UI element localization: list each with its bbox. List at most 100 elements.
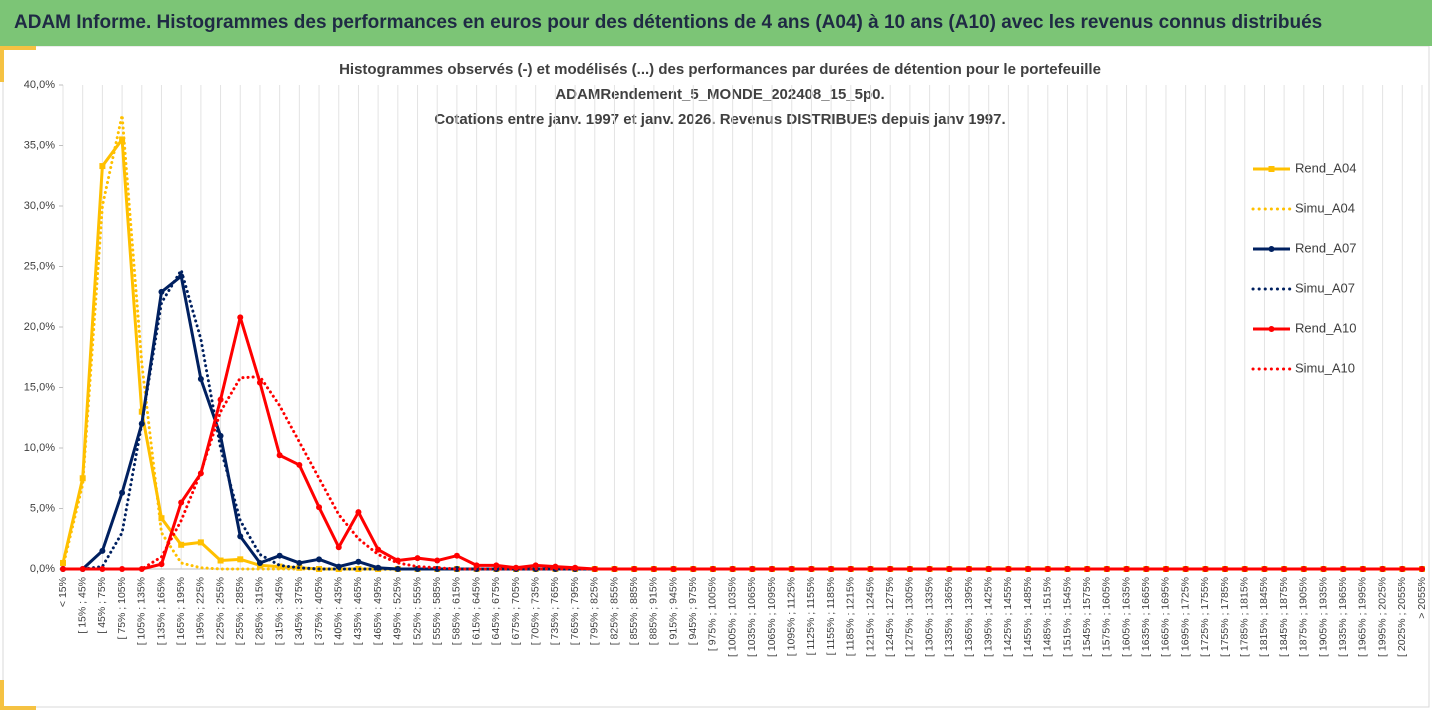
- x-tick-label: [ 255% ; 285%: [234, 577, 246, 645]
- x-tick-label: [ 375% ; 405%: [313, 577, 325, 645]
- point-marker: [296, 461, 303, 468]
- point-marker: [276, 552, 283, 559]
- x-tick-label: [ 435% ; 465%: [352, 577, 364, 645]
- x-tick-label: [ 2025% ; 2055%: [1396, 577, 1408, 657]
- point-marker: [1143, 566, 1150, 572]
- x-tick-label: [ 1185% ; 1215%: [845, 577, 857, 656]
- x-tick-label: [ 1395% ; 1425%: [982, 577, 994, 657]
- point-marker: [119, 136, 126, 143]
- point-marker: [1025, 566, 1032, 572]
- y-tick-label: 5,0%: [30, 502, 55, 514]
- x-tick-label: [ 225% ; 255%: [214, 577, 226, 645]
- point-marker: [99, 547, 106, 554]
- point-marker: [611, 566, 618, 572]
- y-tick-label: 25,0%: [24, 260, 55, 272]
- x-tick-label: [ 1635% ; 1665%: [1140, 577, 1152, 657]
- chart-title: ADAMRendement_5_MONDE_202408_15_5p0.: [555, 86, 884, 103]
- point-marker: [276, 563, 283, 570]
- point-marker: [119, 566, 126, 572]
- x-tick-label: [ 495% ; 525%: [392, 577, 404, 645]
- point-marker: [335, 544, 342, 551]
- point-marker: [1320, 566, 1327, 572]
- x-tick-label: [ 1515% ; 1545%: [1061, 577, 1073, 657]
- x-tick-label: [ 1875% ; 1905%: [1298, 577, 1310, 657]
- point-marker: [1182, 566, 1189, 572]
- y-tick-label: 30,0%: [24, 200, 55, 212]
- point-marker: [119, 489, 126, 496]
- series-line: [61, 375, 1424, 571]
- point-marker: [1300, 566, 1307, 572]
- x-tick-label: [ 195% ; 225%: [195, 577, 207, 645]
- x-tick-label: [ 1305% ; 1335%: [923, 577, 935, 657]
- x-tick-label: [ 1935% ; 1965%: [1337, 577, 1349, 657]
- x-tick-label: [ 915% ; 945%: [667, 577, 679, 645]
- corner-accent: [0, 680, 4, 710]
- point-marker: [99, 163, 106, 170]
- legend-label: Rend_A07: [1295, 240, 1356, 255]
- x-tick-label: [ 1725% ; 1755%: [1199, 577, 1211, 657]
- x-tick-label: [ 675% ; 705%: [510, 577, 522, 645]
- point-marker: [197, 376, 204, 383]
- corner-accent: [0, 46, 4, 82]
- x-tick-label: [ 1425% ; 1455%: [1002, 577, 1014, 657]
- x-tick-label: [ 1125% ; 1155%: [805, 577, 817, 655]
- point-marker: [473, 562, 480, 569]
- point-marker: [197, 539, 204, 546]
- x-tick-label: [ 705% ; 735%: [529, 577, 541, 645]
- point-marker: [158, 561, 165, 568]
- x-tick-label: [ 1575% ; 1605%: [1101, 577, 1113, 657]
- x-tick-label: [ 1485% ; 1515%: [1042, 577, 1054, 657]
- legend-marker: [1268, 326, 1275, 332]
- x-tick-label: [ 75% ; 105%: [116, 577, 128, 639]
- legend-marker: [1268, 166, 1275, 172]
- legend-marker: [1268, 246, 1275, 252]
- x-tick-label: [ 885% ; 915%: [648, 577, 660, 645]
- x-tick-label: [ 555% ; 585%: [431, 577, 443, 645]
- y-tick-label: 15,0%: [24, 381, 55, 393]
- point-marker: [316, 556, 323, 563]
- x-tick-label: [ 285% ; 315%: [254, 577, 266, 645]
- point-marker: [453, 552, 460, 559]
- x-tick-label: [ 1215% ; 1245%: [864, 577, 876, 657]
- point-marker: [237, 314, 244, 321]
- point-marker: [434, 557, 441, 564]
- point-marker: [237, 556, 244, 563]
- x-tick-label: [ 1005% ; 1035%: [726, 577, 738, 657]
- y-tick-label: 20,0%: [24, 321, 55, 333]
- point-marker: [316, 504, 323, 511]
- x-tick-label: [ 1065% ; 1095%: [766, 577, 778, 657]
- x-tick-label: [ 1905% ; 1935%: [1317, 577, 1329, 657]
- y-tick-label: 35,0%: [24, 139, 55, 151]
- x-tick-label: [ 1275% ; 1305%: [904, 577, 916, 657]
- legend-label: Simu_A04: [1295, 200, 1355, 215]
- x-tick-label: [ 525% ; 555%: [411, 577, 423, 645]
- point-marker: [296, 559, 303, 566]
- point-marker: [60, 559, 66, 566]
- legend-label: Simu_A07: [1295, 280, 1355, 295]
- x-tick-label: [ 1695% ; 1725%: [1179, 577, 1191, 657]
- point-marker: [414, 555, 421, 562]
- point-marker: [217, 432, 224, 439]
- point-marker: [493, 562, 500, 569]
- legend-label: Rend_A10: [1295, 320, 1356, 335]
- x-tick-label: [ 1095% ; 1125%: [786, 577, 798, 656]
- point-marker: [709, 566, 716, 572]
- point-marker: [217, 396, 224, 403]
- x-tick-label: [ 1815% ; 1845%: [1258, 577, 1270, 657]
- x-tick-label: [ 825% ; 855%: [608, 577, 620, 645]
- x-tick-label: [ 945% ; 975%: [687, 577, 699, 645]
- point-marker: [138, 408, 145, 415]
- point-marker: [276, 452, 283, 459]
- x-tick-label: [ 615% ; 645%: [470, 577, 482, 645]
- corner-accent: [0, 46, 36, 50]
- x-tick-label: [ 45% ; 75%: [96, 577, 108, 634]
- y-tick-label: 10,0%: [24, 442, 55, 454]
- point-marker: [237, 533, 244, 540]
- point-marker: [217, 557, 224, 564]
- x-tick-label: [ 1545% ; 1575%: [1081, 577, 1093, 657]
- point-marker: [887, 566, 894, 572]
- x-tick-label: [ 15% ; 45%: [76, 577, 88, 634]
- point-marker: [1005, 566, 1012, 572]
- point-marker: [375, 546, 382, 553]
